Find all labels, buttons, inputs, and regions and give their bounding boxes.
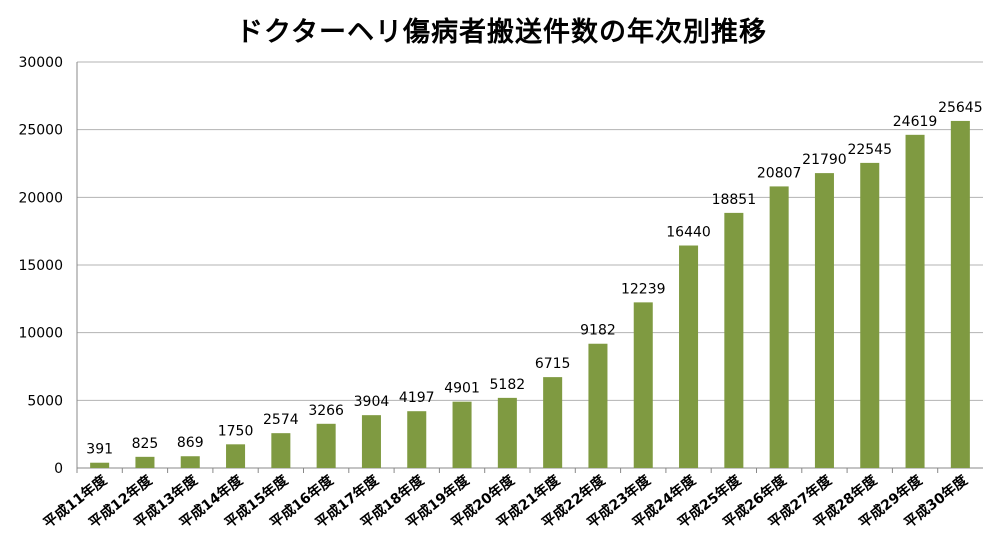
bar [588,343,608,468]
data-label: 2574 [263,412,299,428]
y-tick-label: 25000 [18,123,63,139]
data-label: 12239 [621,281,666,297]
y-tick-label: 5000 [27,393,63,409]
bar [769,186,789,468]
bar [814,173,834,468]
bar [543,377,563,468]
data-label: 4901 [444,381,480,397]
y-tick-label: 0 [54,461,63,477]
bar [905,134,925,468]
bar [135,456,155,468]
data-label: 20807 [757,165,802,181]
data-label: 24619 [893,114,938,130]
data-label: 3266 [308,403,344,419]
data-label: 22545 [847,142,892,158]
bar [497,397,517,468]
bar [950,120,970,468]
data-label: 6715 [535,356,571,372]
bar [724,212,744,468]
bar [316,423,336,468]
bar [90,462,110,468]
y-tick-label: 15000 [18,258,63,274]
data-label: 4197 [399,390,435,406]
bar [407,411,427,468]
bar [226,444,246,468]
bar [679,245,699,468]
bar [452,401,472,468]
data-label: 5182 [490,377,526,393]
data-label: 1750 [218,423,254,439]
bar [633,302,653,468]
bar [361,415,381,468]
bar [860,162,880,469]
y-tick-label: 20000 [18,190,63,206]
bar [180,456,200,468]
data-label: 18851 [712,192,757,208]
y-tick-label: 30000 [18,55,63,71]
data-label: 21790 [802,152,847,168]
data-label: 25645 [938,100,983,116]
y-tick-label: 10000 [18,326,63,342]
data-label: 869 [177,435,204,451]
chart-title: ドクターヘリ傷病者搬送件数の年次別推移 [236,17,767,48]
data-label: 16440 [666,225,711,241]
data-label: 3904 [354,394,390,410]
data-label: 391 [86,442,113,458]
bar [271,433,291,468]
data-label: 9182 [580,323,616,339]
data-label: 825 [132,436,159,452]
